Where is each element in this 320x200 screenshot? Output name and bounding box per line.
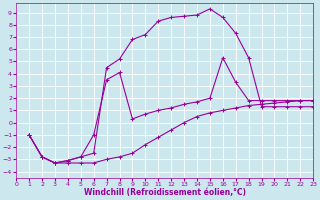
X-axis label: Windchill (Refroidissement éolien,°C): Windchill (Refroidissement éolien,°C) (84, 188, 246, 197)
